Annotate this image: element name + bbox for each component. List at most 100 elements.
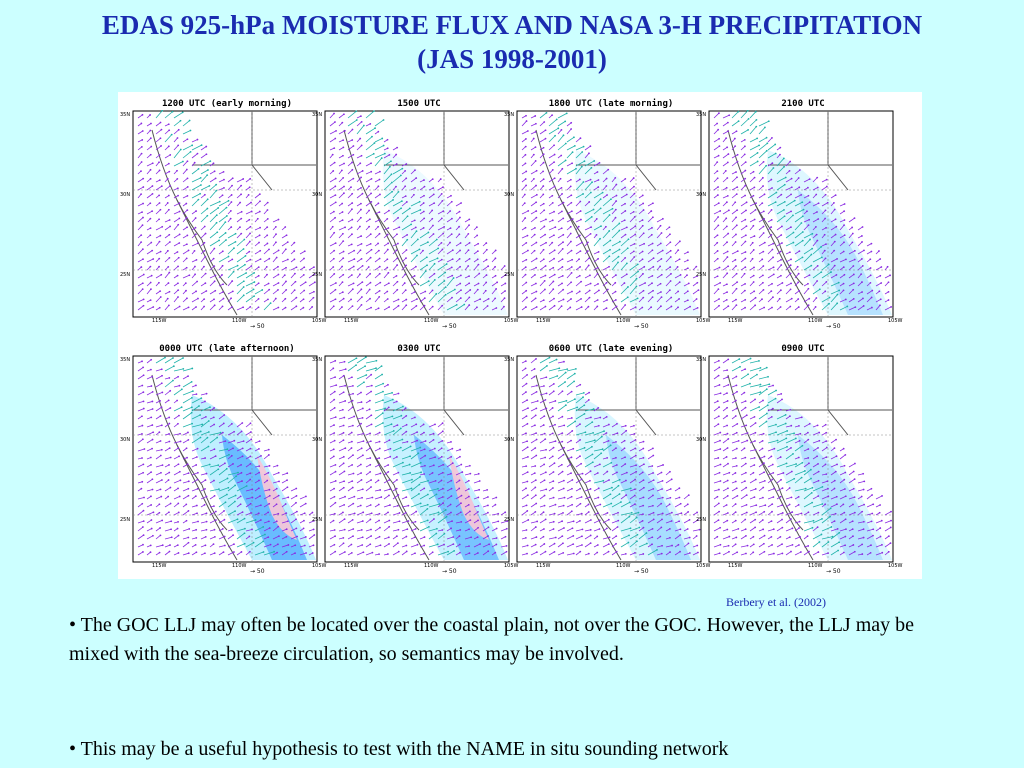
map-panel: 2100 UTC 35N 30N 25N 115W 110W 105W → 50 [696,96,903,330]
latitude-label: 35N [120,357,131,363]
flux-vectors [713,357,892,556]
longitude-label: 115W [344,563,359,569]
latitude-label: 30N [312,192,323,198]
moisture-flux-figure: 1200 UTC (early morning) 35N 30N 25N 115W 110… [118,92,922,579]
flux-vectors [521,111,700,311]
latitude-label: 35N [312,357,323,363]
flux-map [324,110,510,318]
longitude-label: 110W [232,318,247,324]
longitude-label: 105W [312,318,327,324]
flux-map [708,355,894,563]
panel-label: 0300 UTC [397,344,441,354]
precip-shading [382,395,508,560]
panel-label: 0900 UTC [781,344,825,354]
longitude-label: 110W [424,318,439,324]
flux-vectors [329,110,507,311]
longitude-label: 115W [344,318,359,324]
longitude-label: 115W [152,318,167,324]
longitude-label: 105W [504,563,519,569]
longitude-label: 105W [696,318,711,324]
vector-scale-label: → 50 [826,568,841,575]
bullet-2: • This may be a useful hypothesis to tes… [69,738,729,760]
longitude-label: 115W [728,563,743,569]
map-panel: 1800 UTC (late morning) 35N 30N 25N 115W 110W… [504,96,711,330]
latitude-label: 30N [120,437,131,443]
latitude-label: 30N [504,437,515,443]
latitude-label: 25N [120,272,131,278]
flux-map [132,110,318,318]
latitude-label: 35N [504,357,515,363]
flux-map [132,355,318,563]
flux-vectors [137,110,316,311]
precip-shading [574,150,700,315]
map-panel: 0600 UTC (late evening) 35N 30N 25N 115W 110W… [504,341,711,575]
map-panel: 0900 UTC 35N 30N 25N 115W 110W 105W → 50 [696,341,903,575]
title-line-2: (JAS 1998-2001) [417,44,607,74]
longitude-label: 105W [888,318,903,324]
latitude-label: 30N [312,437,323,443]
latitude-label: 25N [696,272,707,278]
vector-scale-label: → 50 [634,568,649,575]
panel-label: 1500 UTC [397,99,441,109]
vector-scale-label: → 50 [442,568,457,575]
latitude-label: 25N [312,517,323,523]
longitude-label: 110W [808,318,823,324]
latitude-label: 25N [504,272,515,278]
longitude-label: 105W [504,318,519,324]
vector-scale-label: → 50 [250,568,265,575]
panel-label: 1800 UTC (late morning) [548,99,674,109]
flux-map [324,355,510,563]
latitude-label: 35N [504,112,515,118]
vector-scale-label: → 50 [634,323,649,330]
longitude-label: 115W [728,318,743,324]
flux-map [708,110,894,318]
longitude-label: 110W [616,563,631,569]
precip-shading [766,395,892,560]
vector-scale-label: → 50 [250,323,265,330]
map-panel: 1200 UTC (early morning) 35N 30N 25N 115W 110… [120,96,327,330]
map-panel: 0300 UTC 35N 30N 25N 115W 110W 105W → 50 [312,341,519,575]
precip-shading [190,395,316,560]
latitude-label: 25N [120,517,131,523]
citation: Berbery et al. (2002) [726,595,826,609]
latitude-label: 35N [696,112,707,118]
latitude-label: 30N [696,192,707,198]
latitude-label: 30N [696,437,707,443]
latitude-label: 30N [504,192,515,198]
longitude-label: 115W [536,563,551,569]
longitude-label: 105W [888,563,903,569]
longitude-label: 110W [616,318,631,324]
panel-label: 1200 UTC (early morning) [161,99,293,109]
latitude-label: 35N [312,112,323,118]
latitude-label: 30N [120,192,131,198]
flux-map [516,355,702,563]
longitude-label: 115W [536,318,551,324]
latitude-label: 25N [696,517,707,523]
longitude-label: 105W [312,563,327,569]
map-panel: 1500 UTC 35N 30N 25N 115W 110W 105W → 50 [312,96,519,330]
panel-label: 0600 UTC (late evening) [548,344,674,354]
title-line-1: EDAS 925-hPa MOISTURE FLUX AND NASA 3-H … [101,10,923,40]
flux-map [516,110,702,318]
bullet-1: • The GOC LLJ may often be located over … [69,614,915,665]
flux-vectors [521,356,701,556]
panel-label: 2100 UTC [781,99,825,109]
panel-label: 0000 UTC (late afternoon) [159,344,295,354]
longitude-label: 105W [696,563,711,569]
flux-vectors [713,110,892,311]
vector-scale-label: → 50 [442,323,457,330]
flux-vectors [329,356,509,556]
latitude-label: 35N [120,112,131,118]
flux-vectors [137,356,316,556]
latitude-label: 35N [696,357,707,363]
vector-scale-label: → 50 [826,323,841,330]
latitude-label: 25N [312,272,323,278]
map-panel: 0000 UTC (late afternoon) 35N 30N 25N 115W 11… [120,341,327,575]
longitude-label: 115W [152,563,167,569]
longitude-label: 110W [424,563,439,569]
precip-shading [382,150,508,315]
latitude-label: 25N [504,517,515,523]
longitude-label: 110W [808,563,823,569]
slide-title: EDAS 925-hPa MOISTURE FLUX AND NASA 3-H … [0,8,1024,76]
longitude-label: 110W [232,563,247,569]
